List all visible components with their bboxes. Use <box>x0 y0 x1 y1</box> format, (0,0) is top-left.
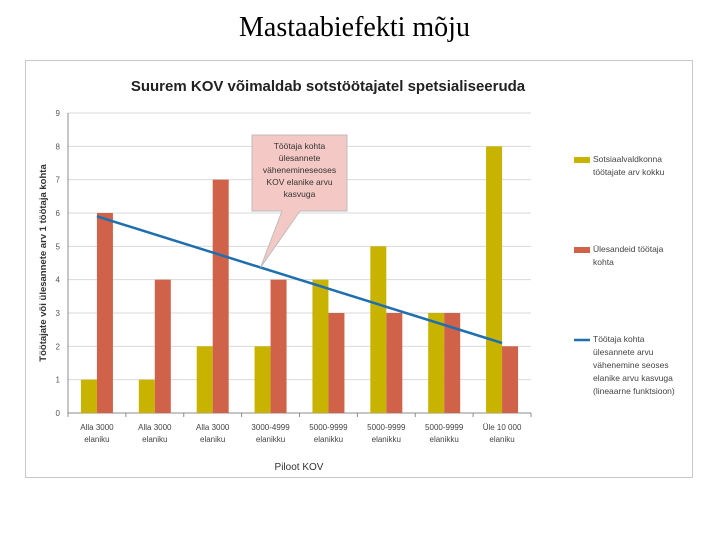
bar-series2-0 <box>96 213 113 413</box>
y-tick-label: 6 <box>56 209 61 218</box>
x-tick-label: 5000-9999 elanikku <box>367 423 406 444</box>
bar-series1-0 <box>80 379 97 413</box>
legend-label-series2: Ülesandeid töötaja kohta <box>593 244 664 267</box>
trendline <box>96 215 503 345</box>
y-tick-label: 9 <box>56 109 61 118</box>
y-tick-label: 1 <box>56 376 61 385</box>
bar-series2-3 <box>270 279 287 413</box>
x-tick-label: 5000-9999 elanikku <box>425 423 464 444</box>
x-tick-label: Alla 3000 elaniku <box>138 423 172 444</box>
x-tick-label: Üle 10 000 elaniku <box>483 423 522 444</box>
bar-series1-1 <box>138 379 155 413</box>
y-tick-label: 5 <box>56 242 61 251</box>
y-axis-label: Töötajate või ülesannete arv 1 töötaja k… <box>38 164 49 362</box>
x-axis-label: Piloot KOV <box>275 462 324 473</box>
bar-series1-3 <box>254 346 271 413</box>
chart-frame: Suurem KOV võimaldab sotstöötajatel spet… <box>25 60 693 478</box>
bar-series2-1 <box>154 279 171 413</box>
x-ticks: Alla 3000 elaniku Alla 3000 elaniku Alla 300… <box>67 413 532 444</box>
bar-series1-5 <box>370 246 387 413</box>
chart-title: Suurem KOV võimaldab sotstöötajatel spet… <box>131 78 526 95</box>
x-tick-label: 5000-9999 elanikku <box>309 423 348 444</box>
bar-series1-6 <box>428 313 445 413</box>
bar-series2-4 <box>328 313 345 413</box>
bar-series1-4 <box>312 279 329 413</box>
legend-swatch-series2 <box>574 247 590 253</box>
legend-swatch-series1 <box>574 157 590 163</box>
bar-series1-2 <box>196 346 213 413</box>
bars <box>80 146 519 413</box>
bar-series2-6 <box>444 313 461 413</box>
y-tick-label: 4 <box>56 276 61 285</box>
annotation-callout: Töötaja kohta ülesannete vähenemineseoses K… <box>251 134 348 268</box>
callout-text: Töötaja kohta ülesannete vähenemineseoses K… <box>263 141 336 199</box>
x-tick-label: Alla 3000 elaniku <box>80 423 114 444</box>
x-tick-label: Alla 3000 elaniku <box>196 423 230 444</box>
slide-title: Mastaabiefekti mõju <box>239 12 470 43</box>
y-tick-label: 0 <box>56 409 61 418</box>
callout-box <box>251 134 348 268</box>
bar-series2-7 <box>502 346 519 413</box>
bar-series2-2 <box>212 179 229 413</box>
y-tick-label: 7 <box>56 176 61 185</box>
legend: Sotsiaalvaldkonna töötajate arv kokku Üles… <box>574 154 675 396</box>
y-tick-label: 3 <box>56 309 61 318</box>
x-tick-label: 3000-4999 elanikku <box>251 423 290 444</box>
legend-label-series1: Sotsiaalvaldkonna töötajate arv kokku <box>593 154 665 177</box>
y-tick-label: 8 <box>56 142 61 151</box>
y-tick-label: 2 <box>56 342 61 351</box>
bar-series2-5 <box>386 313 403 413</box>
y-ticks: 0 1 2 3 4 5 6 7 8 9 <box>56 109 61 418</box>
chart: Suurem KOV võimaldab sotstöötajatel spet… <box>38 78 675 473</box>
legend-label-trendline: Töötaja kohta ülesannete arvu vähenemine s… <box>593 334 675 396</box>
trendline-group <box>96 215 503 345</box>
bar-series1-7 <box>486 146 503 413</box>
